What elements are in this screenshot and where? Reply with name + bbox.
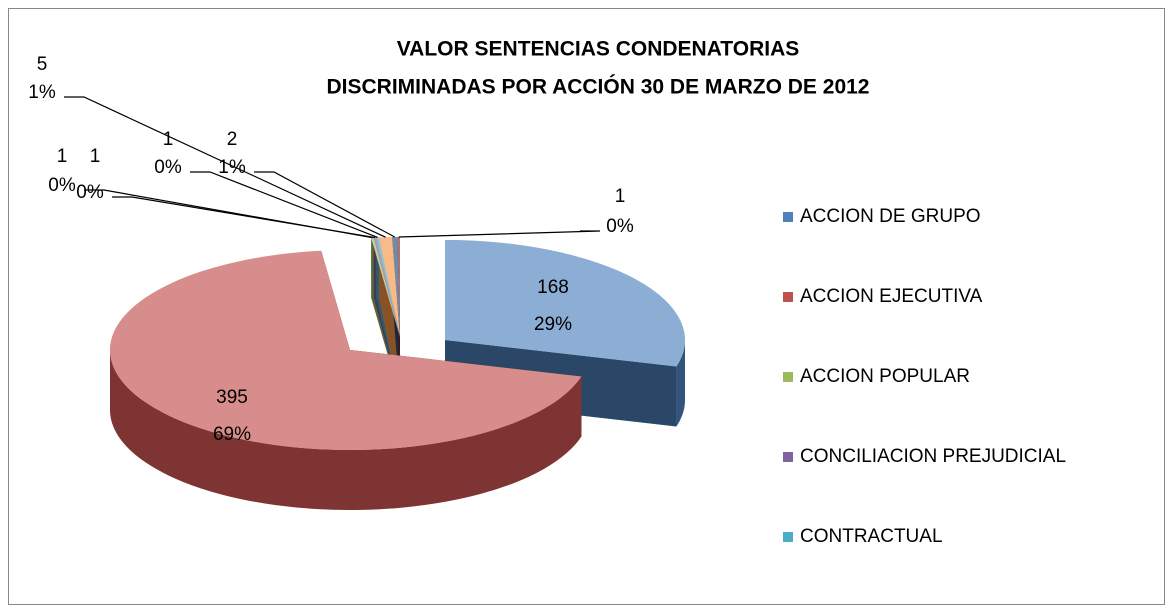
percent-label: 1%	[28, 82, 56, 103]
slice	[379, 237, 400, 337]
legend-label: ACCION DE GRUPO	[800, 206, 981, 227]
slice	[373, 237, 400, 337]
slice	[376, 237, 400, 337]
percent-label: 29%	[534, 314, 572, 335]
slice	[392, 237, 400, 337]
data-label: 5	[37, 54, 48, 75]
leader-line	[112, 196, 376, 239]
data-label: 1	[163, 129, 174, 150]
slice-highlight	[110, 250, 582, 450]
legend-swatch	[783, 212, 793, 222]
leader-line	[254, 171, 396, 238]
legend-label: ACCION POPULAR	[800, 366, 970, 387]
legend-swatch	[783, 532, 793, 542]
slice-highlight	[371, 237, 400, 337]
slice-side	[676, 340, 685, 427]
slice	[445, 240, 686, 367]
slice-side	[110, 350, 582, 510]
slice	[110, 250, 582, 450]
legend-swatch	[783, 372, 793, 382]
data-label: 1	[615, 186, 626, 207]
slice-highlight	[373, 237, 400, 337]
slice-highlight	[376, 237, 400, 337]
legend-label: CONTRACTUAL	[800, 526, 943, 547]
data-label: 1	[57, 146, 68, 167]
legend-swatch	[783, 452, 793, 462]
chart-title: VALOR SENTENCIAS CONDENATORIAS	[397, 38, 800, 61]
percent-label: 69%	[213, 424, 251, 445]
slice-side-shade	[676, 340, 685, 427]
percent-label: 0%	[48, 175, 76, 196]
percent-label: 0%	[76, 182, 104, 203]
slice-highlight	[397, 237, 400, 337]
percent-label: 0%	[606, 216, 634, 237]
data-label: 395	[216, 387, 248, 408]
legend-label: CONCILIACION PREJUDICIAL	[800, 446, 1066, 467]
leader-line	[64, 96, 386, 238]
data-label: 2	[227, 129, 238, 150]
legend-swatch	[783, 292, 793, 302]
percent-label: 1%	[218, 157, 246, 178]
data-label: 1	[90, 146, 101, 167]
leader-line	[398, 230, 601, 238]
slice-highlight	[392, 237, 400, 337]
slice-side-shade	[110, 350, 582, 510]
slice	[397, 237, 400, 337]
chart-title: DISCRIMINADAS POR ACCIÓN 30 DE MARZO DE …	[327, 75, 870, 99]
slice	[371, 237, 400, 337]
data-label: 168	[537, 277, 569, 298]
leader-line	[190, 171, 378, 238]
legend-label: ACCION EJECUTIVA	[800, 286, 983, 307]
percent-label: 0%	[154, 157, 182, 178]
slice-highlight	[379, 237, 400, 337]
slice-highlight	[445, 240, 686, 367]
